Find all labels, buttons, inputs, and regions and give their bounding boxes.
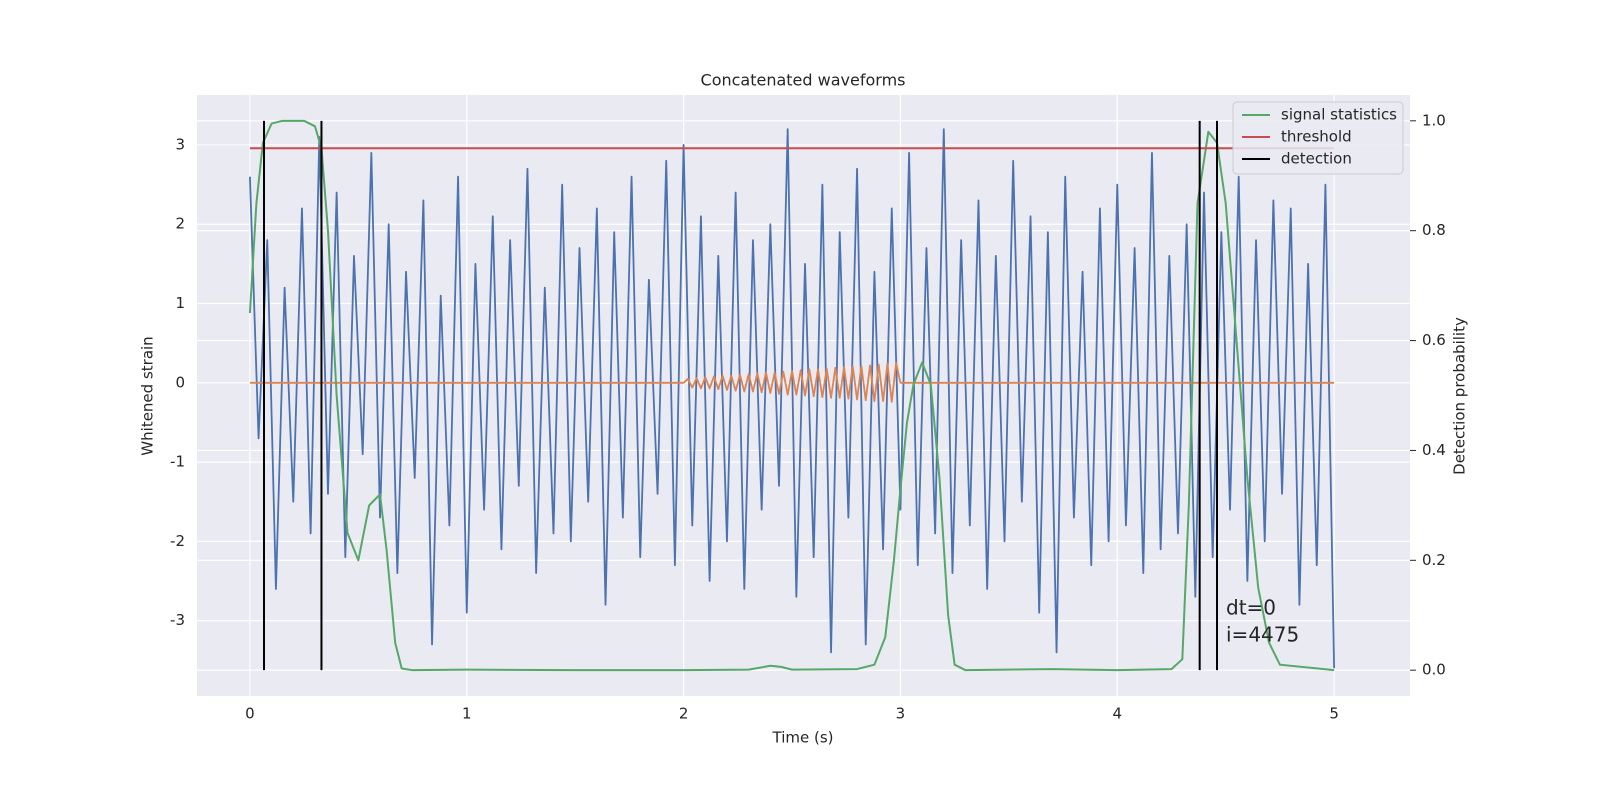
- y-tick-label: -3: [170, 611, 185, 629]
- y-tick-label: 1: [175, 294, 185, 312]
- axes: 0 1 2 3 4 5 -3 -2 -1 0 1 2 3 0.0 0.2 0.4 0.6 0.8 1.0 dt=0 i=…: [170, 101, 1446, 723]
- y2-tick-label: 0.6: [1422, 331, 1446, 349]
- y2-tick-label: 1.0: [1422, 111, 1446, 129]
- x-tick-label: 5: [1329, 705, 1339, 723]
- legend-label: detection: [1281, 150, 1352, 168]
- x-tick-label: 1: [462, 705, 472, 723]
- x-tick-label: 4: [1112, 705, 1122, 723]
- legend-label: threshold: [1281, 128, 1352, 146]
- x-axis-label: Time (s): [772, 729, 834, 747]
- annotation: dt=0: [1226, 596, 1276, 620]
- chart-title: Concatenated waveforms: [701, 71, 906, 90]
- y2-tick-label: 0.2: [1422, 551, 1446, 569]
- legend-box: [1232, 101, 1404, 175]
- y-tick-label: -2: [170, 532, 185, 550]
- annotation: i=4475: [1226, 623, 1299, 647]
- legend-label: signal statistics: [1281, 106, 1397, 124]
- y2-axis-label: Detection probability: [1451, 317, 1469, 475]
- x-tick-label: 3: [896, 705, 906, 723]
- y2-tick-label: 0.4: [1422, 441, 1446, 459]
- x-tick-label: 0: [245, 705, 255, 723]
- series-line: [249, 128, 1336, 669]
- data-layer: [248, 119, 1336, 672]
- y-tick-label: 2: [175, 215, 185, 233]
- plot-area: [197, 95, 1410, 696]
- legend: signal statistics threshold detection: [1232, 101, 1404, 175]
- x-tick-label: 2: [679, 705, 689, 723]
- y2-tick-label: 0.0: [1422, 661, 1446, 679]
- y2-tick-label: 0.8: [1422, 221, 1446, 239]
- y-tick-label: 3: [175, 135, 185, 153]
- series-line: [249, 362, 1335, 403]
- y-tick-label: -1: [170, 453, 185, 471]
- y-tick-label: 0: [175, 373, 185, 391]
- y-axis-label: Whitened strain: [139, 336, 157, 455]
